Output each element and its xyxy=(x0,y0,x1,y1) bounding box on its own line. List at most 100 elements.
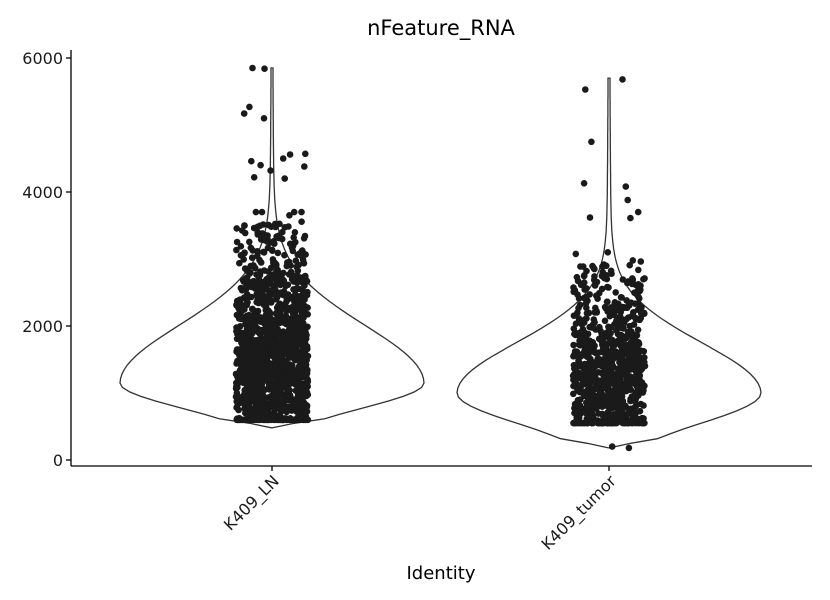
data-point xyxy=(605,381,613,388)
data-point xyxy=(276,412,284,419)
data-point xyxy=(571,404,578,412)
data-point xyxy=(248,305,256,313)
data-point xyxy=(300,327,308,335)
data-point xyxy=(241,306,248,313)
data-point xyxy=(633,376,641,384)
data-point xyxy=(248,283,256,291)
y-tick-label: 6000 xyxy=(22,49,63,68)
data-point xyxy=(574,309,581,317)
data-point xyxy=(301,272,309,280)
data-point xyxy=(268,325,276,333)
data-point xyxy=(303,343,311,350)
outlier-point xyxy=(257,161,264,169)
data-point xyxy=(582,300,590,307)
data-point xyxy=(271,353,278,360)
data-point xyxy=(250,262,257,269)
data-point xyxy=(241,229,249,237)
data-point xyxy=(251,317,259,324)
outlier-point xyxy=(588,138,595,146)
data-point xyxy=(272,320,280,328)
data-point xyxy=(290,352,298,359)
data-point xyxy=(233,335,241,343)
points-K409_LN xyxy=(232,64,312,424)
data-point xyxy=(261,336,268,344)
data-point xyxy=(603,361,610,369)
data-point xyxy=(238,315,245,323)
data-point xyxy=(260,350,268,358)
data-point xyxy=(611,371,618,379)
data-point xyxy=(250,345,258,352)
data-point xyxy=(252,356,260,364)
data-point xyxy=(250,371,258,378)
data-point xyxy=(583,372,590,379)
data-point xyxy=(243,275,251,283)
data-point xyxy=(622,419,630,427)
data-point xyxy=(570,284,577,291)
data-point xyxy=(243,267,251,275)
violin-outline xyxy=(119,67,425,429)
data-point xyxy=(641,358,648,366)
data-point xyxy=(253,395,260,403)
data-point xyxy=(274,375,282,383)
data-point xyxy=(629,312,637,319)
data-point xyxy=(579,381,587,389)
data-point xyxy=(292,238,299,246)
x-axis-title: Identity xyxy=(407,563,476,584)
data-point xyxy=(255,288,263,295)
data-point xyxy=(286,343,294,351)
data-point xyxy=(608,363,616,370)
data-point xyxy=(583,347,591,355)
plot-area xyxy=(119,64,762,452)
data-point xyxy=(290,286,297,293)
outlier-point xyxy=(619,76,626,83)
data-point xyxy=(258,383,265,391)
data-point xyxy=(255,274,263,282)
data-point xyxy=(278,344,286,351)
data-point xyxy=(290,278,297,285)
data-point xyxy=(605,350,612,358)
data-point xyxy=(294,303,302,310)
data-point xyxy=(263,276,270,283)
data-point xyxy=(599,403,606,410)
data-point xyxy=(233,246,240,254)
data-point xyxy=(612,307,619,314)
data-point xyxy=(603,275,611,283)
data-point xyxy=(612,395,620,403)
data-point xyxy=(599,268,606,276)
outlier-point xyxy=(261,65,268,72)
data-point xyxy=(239,352,247,359)
data-point xyxy=(271,383,279,390)
data-point xyxy=(626,261,633,269)
data-point xyxy=(301,282,308,290)
data-point xyxy=(291,297,299,305)
data-point xyxy=(264,286,272,294)
data-point xyxy=(233,324,240,331)
violin-K409_LN xyxy=(119,64,425,429)
data-point xyxy=(248,327,255,335)
data-point xyxy=(570,353,577,360)
data-point xyxy=(612,289,619,296)
data-point xyxy=(618,392,625,400)
data-point xyxy=(581,360,589,368)
data-point xyxy=(253,252,261,260)
data-point xyxy=(583,267,590,275)
data-point xyxy=(284,259,291,266)
data-point xyxy=(597,361,605,369)
data-point xyxy=(632,281,640,289)
data-point xyxy=(593,292,600,300)
data-point xyxy=(632,402,640,410)
data-point xyxy=(615,409,623,417)
data-point xyxy=(274,292,282,299)
data-point xyxy=(583,377,590,384)
data-point xyxy=(267,320,275,327)
data-point xyxy=(589,348,597,356)
data-point xyxy=(624,366,632,374)
data-point xyxy=(300,260,308,267)
data-point xyxy=(264,268,272,275)
data-point xyxy=(611,378,619,386)
data-point xyxy=(233,383,240,390)
data-point xyxy=(595,410,602,417)
data-point xyxy=(624,361,631,369)
data-point xyxy=(236,259,243,267)
